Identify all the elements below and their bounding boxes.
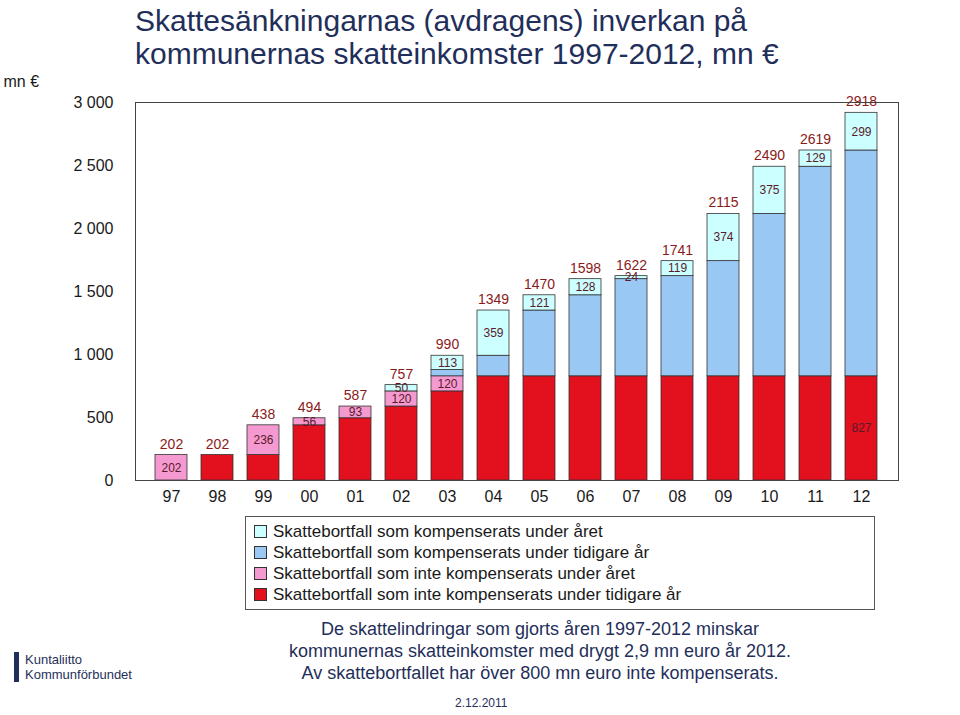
- svg-text:587: 587: [344, 387, 368, 403]
- html-text:Skattebortfall som kompenserat: Skattebortfall som kompenserats under år…: [273, 522, 603, 541]
- html-text:2.12.2011: 2.12.2011: [455, 696, 508, 710]
- svg-text:2 500: 2 500: [73, 157, 113, 174]
- svg-text:2 000: 2 000: [73, 220, 113, 237]
- svg-text:128: 128: [575, 280, 595, 294]
- svg-text:827: 827: [851, 421, 871, 435]
- svg-text:113: 113: [438, 356, 457, 370]
- svg-text:56: 56: [303, 415, 317, 429]
- svg-text:98: 98: [209, 488, 227, 505]
- svg-text:236: 236: [253, 433, 273, 447]
- svg-text:1741: 1741: [662, 242, 693, 258]
- svg-text:08: 08: [669, 488, 687, 505]
- svg-text:374: 374: [713, 230, 733, 244]
- svg-text:11: 11: [807, 488, 824, 505]
- svg-text:04: 04: [485, 488, 503, 505]
- svg-text:299: 299: [851, 125, 871, 139]
- svg-text:2918: 2918: [846, 93, 877, 109]
- svg-text:129: 129: [805, 151, 825, 165]
- svg-text:119: 119: [668, 261, 687, 275]
- svg-text:2115: 2115: [708, 194, 738, 210]
- svg-text:2490: 2490: [754, 147, 785, 163]
- svg-text:09: 09: [715, 488, 733, 505]
- svg-text:93: 93: [349, 405, 363, 419]
- svg-text:99: 99: [255, 488, 273, 505]
- svg-text:1470: 1470: [524, 276, 555, 292]
- svg-text:10: 10: [761, 488, 779, 505]
- html-text:Kommunförbundet: Kommunförbundet: [25, 667, 132, 682]
- html-text:Skattebortfall som kompenserat: Skattebortfall som kompenserats under ti…: [273, 543, 650, 562]
- svg-text:1622: 1622: [616, 257, 647, 273]
- svg-text:359: 359: [483, 326, 503, 340]
- svg-text:50: 50: [395, 381, 409, 395]
- svg-text:mn €: mn €: [4, 73, 40, 90]
- svg-text:00: 00: [301, 488, 319, 505]
- svg-text:05: 05: [531, 488, 549, 505]
- svg-text:1 500: 1 500: [73, 283, 113, 300]
- svg-text:500: 500: [87, 409, 114, 426]
- svg-text:12: 12: [853, 488, 871, 505]
- svg-text:24: 24: [624, 270, 639, 285]
- svg-text:02: 02: [393, 488, 411, 505]
- html-text:Skattesänkningarnas (avdragens: Skattesänkningarnas (avdragens) inverkan…: [135, 4, 779, 70]
- html-text:Skattebortfall som inte kompen: Skattebortfall som inte kompenserats und…: [273, 564, 635, 583]
- svg-text:06: 06: [577, 488, 595, 505]
- svg-text:97: 97: [163, 488, 181, 505]
- html-text:kommunernas skatteinkomster me: kommunernas skatteinkomster med drygt 2,…: [288, 641, 792, 661]
- svg-text:202: 202: [161, 461, 181, 475]
- svg-text:120: 120: [437, 377, 457, 391]
- html-text:Kuntaliitto: Kuntaliitto: [25, 652, 83, 667]
- svg-text:121: 121: [529, 296, 549, 310]
- svg-text:375: 375: [759, 183, 779, 197]
- svg-text:07: 07: [623, 488, 641, 505]
- svg-text:202: 202: [206, 436, 230, 452]
- svg-text:01: 01: [347, 488, 365, 505]
- svg-text:494: 494: [298, 399, 322, 415]
- html-text:De skattelindringar som gjorts: De skattelindringar som gjorts åren 1997…: [320, 619, 760, 639]
- svg-text:0: 0: [105, 472, 114, 489]
- svg-text:1598: 1598: [570, 260, 601, 276]
- svg-text:438: 438: [252, 406, 276, 422]
- svg-text:1349: 1349: [478, 291, 509, 307]
- svg-text:990: 990: [436, 336, 460, 352]
- svg-text:202: 202: [160, 436, 184, 452]
- html-text:Skattebortfall som inte kompen: Skattebortfall som inte kompenserats und…: [273, 585, 682, 604]
- svg-text:3 000: 3 000: [73, 94, 113, 111]
- svg-text:2619: 2619: [800, 131, 831, 147]
- svg-text:03: 03: [439, 488, 457, 505]
- html-text:Av skattebortfallet har över 8: Av skattebortfallet har över 800 mn euro…: [301, 663, 779, 683]
- svg-text:1 000: 1 000: [73, 346, 113, 363]
- svg-text:757: 757: [390, 366, 414, 382]
- svg-text:120: 120: [391, 391, 412, 406]
